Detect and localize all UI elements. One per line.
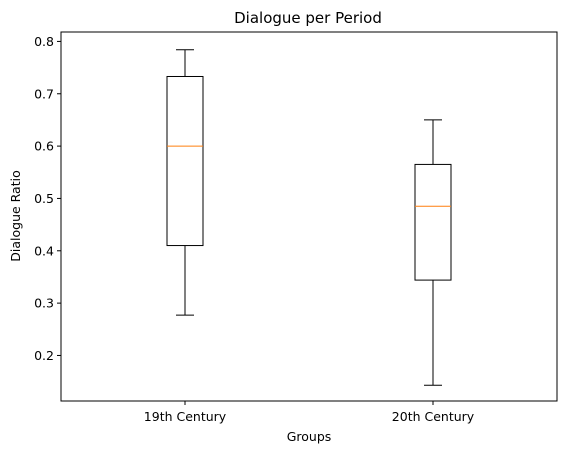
chart-title: Dialogue per Period xyxy=(234,9,382,27)
x-tick-label: 19th Century xyxy=(144,409,227,424)
y-tick-label: 0.3 xyxy=(34,296,54,311)
y-axis: 0.2 0.3 0.4 0.5 0.6 0.7 0.8 xyxy=(34,34,61,363)
plot-frame xyxy=(60,31,558,402)
y-tick-label: 0.5 xyxy=(34,191,54,206)
box-group xyxy=(414,119,452,386)
x-axis: 19th Century 20th Century xyxy=(144,401,475,424)
y-axis-title: Dialogue Ratio xyxy=(8,170,23,262)
y-tick-label: 0.6 xyxy=(34,139,54,154)
y-tick-label: 0.8 xyxy=(34,34,54,49)
y-tick-label: 0.7 xyxy=(34,86,54,101)
plot-content xyxy=(166,49,452,386)
box-group xyxy=(166,49,204,316)
iqr-box xyxy=(166,75,204,247)
x-tick-label: 20th Century xyxy=(392,409,475,424)
iqr-box xyxy=(414,163,452,281)
y-tick-label: 0.4 xyxy=(34,243,54,258)
y-tick-label: 0.2 xyxy=(34,348,54,363)
x-axis-title: Groups xyxy=(287,429,332,444)
